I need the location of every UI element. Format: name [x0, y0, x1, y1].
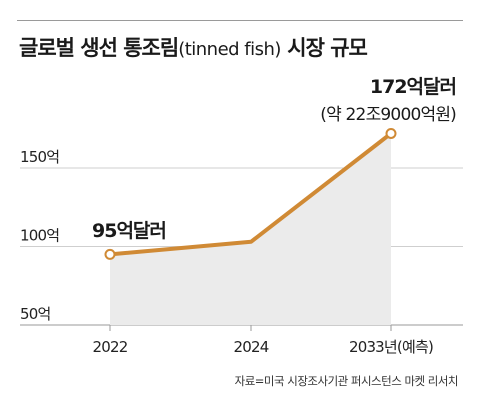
x-axis-labels: 2022 2024 2033년(예측)	[93, 325, 434, 356]
x-tick-label-2: 2033년(예측)	[349, 338, 433, 356]
line-layer	[104, 127, 397, 260]
annotation-2022: 95억달러	[92, 220, 166, 242]
area-fill	[110, 133, 391, 325]
annotation-layer: 95억달러 172억달러 (약 22조9000억원)	[92, 76, 457, 242]
y-tick-label-50: 50억	[20, 305, 51, 323]
x-tick-label-1: 2024	[234, 338, 269, 356]
y-tick-label-150: 150억	[20, 148, 59, 166]
x-tick-label-0: 2022	[93, 338, 128, 356]
source-note: 자료=미국 시장조사기관 퍼시스턴스 마켓 리서치	[234, 374, 459, 388]
title-tail: 시장 규모	[287, 36, 368, 60]
annotation-2033-sub: (약 22조9000억원)	[320, 105, 456, 125]
data-point-0	[104, 248, 116, 260]
data-point-2	[385, 127, 397, 139]
area-layer	[110, 133, 391, 325]
title-main: 글로벌 생선 통조림	[19, 36, 179, 60]
series-line	[108, 131, 393, 257]
annotation-2033: 172억달러	[370, 76, 456, 98]
y-tick-label-100: 100억	[20, 227, 59, 245]
chart-title: 글로벌 생선 통조림(tinned fish) 시장 규모	[19, 32, 368, 62]
title-sub: (tinned fish)	[178, 39, 281, 60]
top-rule	[17, 20, 463, 21]
